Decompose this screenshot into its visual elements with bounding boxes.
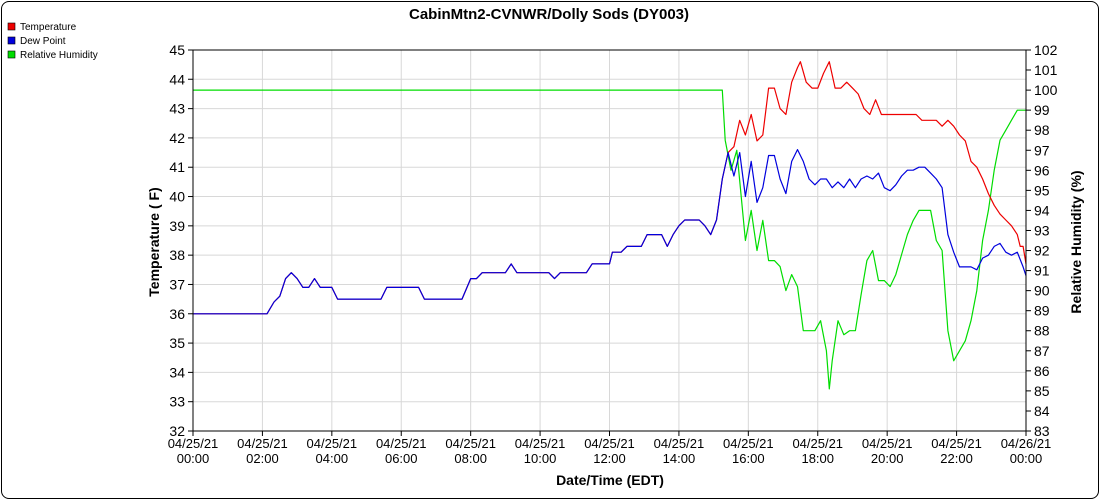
y-tick-label: 45 [169, 42, 185, 58]
series-line-relative-humidity [193, 89, 1026, 390]
y2-tick-label: 102 [1034, 42, 1058, 58]
y2-tick-label: 88 [1034, 323, 1050, 339]
y2-tick-label: 96 [1034, 162, 1050, 178]
grid [192, 49, 1027, 432]
y-tick-label: 38 [169, 247, 185, 263]
y2-tick-label: 100 [1034, 82, 1058, 98]
y-tick-label: 37 [169, 276, 185, 292]
x-tick-label: 04/25/21 04:00 [307, 436, 358, 466]
y2-tick-label: 86 [1034, 363, 1050, 379]
legend-swatch [7, 36, 16, 45]
y2-axis-label: Relative Humidity (%) [1068, 170, 1084, 313]
y-tick-label: 43 [169, 101, 185, 117]
y2-tick-label: 98 [1034, 122, 1050, 138]
x-tick-label: 04/25/21 06:00 [376, 436, 427, 466]
x-tick-label: 04/25/21 00:00 [168, 436, 219, 466]
y-tick-label: 36 [169, 306, 185, 322]
legend-label: Dew Point [20, 36, 66, 47]
axes: 32 33 34 35 36 37 38 39 40 41 42 43 44 45 83 84 85 86 87 88… [168, 42, 1058, 466]
y2-tick-label: 89 [1034, 303, 1050, 319]
y-tick-label: 39 [169, 218, 185, 234]
y-tick-label: 40 [169, 189, 185, 205]
y-tick-label: 44 [169, 71, 185, 87]
y2-tick-label: 84 [1034, 403, 1050, 419]
x-tick-label: 04/25/21 08:00 [445, 436, 496, 466]
plot-area-border [192, 49, 1027, 432]
y2-tick-label: 90 [1034, 283, 1050, 299]
y-tick-label: 41 [169, 159, 185, 175]
x-tick-label: 04/25/21 14:00 [654, 436, 705, 466]
y2-tick-label: 92 [1034, 243, 1050, 259]
series-line-dew-point [193, 149, 1027, 315]
x-tick-label: 04/25/21 10:00 [515, 436, 566, 466]
y2-tick-label: 101 [1034, 62, 1058, 78]
y-tick-label: 42 [169, 130, 185, 146]
y2-tick-label: 87 [1034, 343, 1050, 359]
x-tick-label: 04/25/21 22:00 [931, 436, 982, 466]
y2-tick-label: 94 [1034, 202, 1050, 218]
y-axis-label: Temperature ( F) [146, 187, 162, 296]
y2-tick-label: 83 [1034, 423, 1050, 439]
x-axis-label: Date/Time (EDT) [556, 472, 664, 488]
y2-tick-label: 95 [1034, 182, 1050, 198]
y-tick-label: 32 [169, 423, 185, 439]
legend-label: Temperature [20, 22, 77, 33]
y-tick-label: 34 [169, 364, 185, 380]
y-tick-label: 35 [169, 335, 185, 351]
y2-tick-label: 93 [1034, 222, 1050, 238]
legend: Temperature Dew Point Relative Humidity [7, 22, 98, 61]
legend-label: Relative Humidity [20, 50, 98, 61]
y2-tick-label: 97 [1034, 142, 1050, 158]
x-tick-label: 04/26/21 00:00 [1001, 436, 1052, 466]
y2-tick-label: 99 [1034, 102, 1050, 118]
x-tick-label: 04/25/21 02:00 [237, 436, 288, 466]
legend-swatch [7, 50, 16, 59]
legend-swatch [7, 22, 16, 31]
chart-title: CabinMtn2-CVNWR/Dolly Sods (DY003) [409, 6, 689, 23]
x-tick-label: 04/25/21 20:00 [862, 436, 913, 466]
y2-tick-label: 85 [1034, 383, 1050, 399]
y-tick-label: 33 [169, 394, 185, 410]
x-tick-label: 04/25/21 16:00 [723, 436, 774, 466]
y2-tick-label: 91 [1034, 263, 1050, 279]
x-tick-label: 04/25/21 12:00 [584, 436, 635, 466]
x-tick-label: 04/25/21 18:00 [792, 436, 843, 466]
series-layer [193, 61, 1027, 390]
